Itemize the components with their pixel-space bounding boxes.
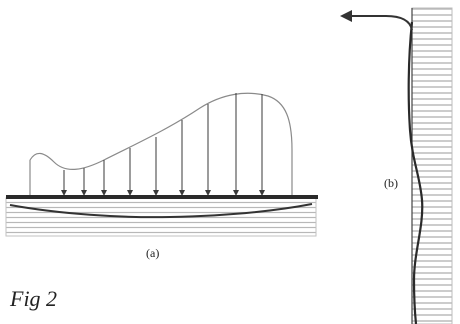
deflection-curve	[9, 203, 313, 219]
soil-column	[411, 7, 453, 324]
panel-a-beam-diagram	[5, 92, 318, 237]
load-distribution-curve	[29, 92, 293, 196]
panel-b-label: (b)	[384, 176, 398, 190]
load-arrows	[63, 93, 263, 191]
panel-b-pile-diagram	[340, 7, 453, 324]
figure-caption: Fig 2	[10, 286, 58, 311]
beam	[6, 195, 318, 199]
panel-a-label: (a)	[146, 246, 160, 260]
lateral-load-arrow	[340, 10, 413, 31]
pile-deflection-curve	[407, 21, 424, 324]
